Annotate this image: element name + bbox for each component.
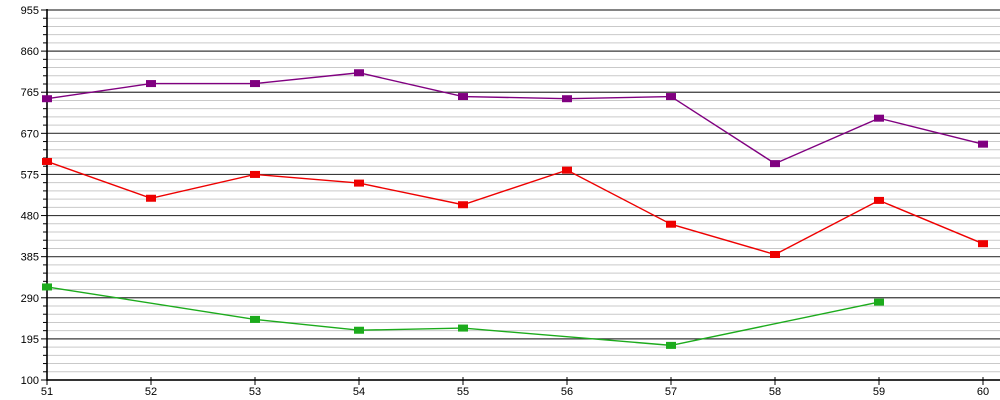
x-axis-tick-label: 53 [249, 386, 261, 398]
red-series-data-point-marker [562, 166, 572, 174]
red-series-data-point-marker [666, 220, 676, 228]
red-series-data-point-marker [354, 179, 364, 187]
green-series-data-point-marker [354, 326, 364, 334]
purple-series [42, 69, 988, 168]
green-series-data-point-marker [874, 298, 884, 306]
red-series-data-point-marker [146, 194, 156, 202]
y-axis-tick-label: 290 [21, 293, 39, 305]
y-axis-tick-label: 385 [21, 252, 39, 264]
x-axis: 51 52 53 54 55 56 57 58 59 60 [41, 377, 989, 398]
purple-series-data-point-marker [146, 80, 156, 88]
green-series-line [46, 286, 880, 347]
x-axis-tick-label: 60 [977, 386, 989, 398]
purple-series-data-point-marker [250, 80, 260, 88]
red-series-data-point-marker [978, 240, 988, 248]
x-axis-tick-label: 55 [457, 386, 469, 398]
x-axis-tick-label: 54 [353, 386, 365, 398]
major-gridlines: 100 195 290 385 480 575 670 765 860 955 [21, 5, 1000, 387]
purple-series-data-point-marker [666, 93, 676, 101]
green-series-data-point-marker [250, 315, 260, 323]
purple-series-data-point-marker [42, 95, 52, 103]
y-axis-tick-label: 670 [21, 128, 39, 140]
red-series-data-point-marker [250, 170, 260, 178]
minor-gridlines [43, 17, 1000, 373]
green-series [42, 283, 884, 349]
y-axis-tick-label: 860 [21, 46, 39, 58]
y-axis-tick-label: 765 [21, 87, 39, 99]
red-series-line [46, 160, 984, 256]
purple-series-data-point-marker [458, 93, 468, 101]
y-axis-tick-label: 955 [21, 5, 39, 17]
y-axis-tick-label: 575 [21, 169, 39, 181]
red-series-data-point-marker [874, 196, 884, 204]
purple-series-data-point-marker [562, 95, 572, 103]
x-axis-tick-label: 58 [769, 386, 781, 398]
x-axis-tick-label: 59 [873, 386, 885, 398]
purple-series-data-point-marker [770, 160, 780, 168]
purple-series-line [46, 72, 984, 165]
red-series [42, 157, 988, 259]
purple-series-data-point-marker [874, 114, 884, 122]
y-axis-tick-label: 100 [21, 375, 39, 387]
y-axis-tick-label: 195 [21, 334, 39, 346]
y-axis-tick-label: 480 [21, 211, 39, 223]
x-axis-tick-label: 56 [561, 386, 573, 398]
red-series-data-point-marker [770, 251, 780, 259]
x-axis-tick-label: 57 [665, 386, 677, 398]
purple-series-data-point-marker [354, 69, 364, 77]
green-series-data-point-marker [666, 341, 676, 349]
green-series-data-point-marker [42, 283, 52, 291]
x-axis-tick-label: 52 [145, 386, 157, 398]
red-series-data-point-marker [458, 201, 468, 209]
red-series-data-point-marker [42, 157, 52, 165]
x-axis-tick-label: 51 [41, 386, 53, 398]
green-series-data-point-marker [458, 324, 468, 332]
purple-series-data-point-marker [978, 140, 988, 148]
